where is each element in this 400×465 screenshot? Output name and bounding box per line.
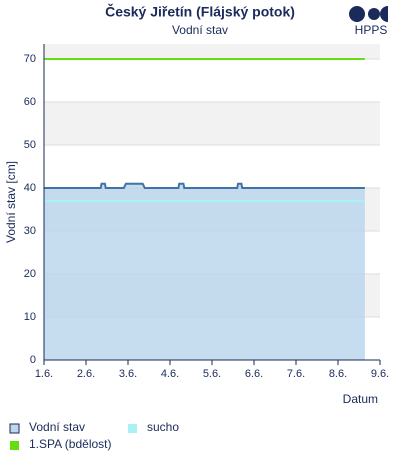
y-tick-label: 30 [24,225,36,237]
legend-swatch [9,423,20,434]
line [44,182,365,190]
band [44,44,380,60]
x-tick-label: 2.6. [77,368,95,380]
x-tick-label: 5.6. [203,368,221,380]
legend-swatch [10,441,19,450]
y-axis-label: Vodní stav [cm] [4,161,18,243]
legend-swatch [128,424,137,433]
y-tick-label: 20 [24,268,36,280]
area [44,183,365,360]
y-tick-label: 50 [24,139,36,151]
y-tick-label: 40 [24,182,36,194]
y-tick-label: 70 [24,53,36,65]
x-tick-label: 4.6. [161,368,179,380]
y-tick-label: 0 [30,354,36,366]
y-tick-label: 60 [24,96,36,108]
legend-label: sucho [147,420,179,434]
x-tick-label: 8.6. [329,368,347,380]
legend-label: 1.SPA (bdělost) [29,437,112,451]
band [44,102,380,146]
logo: HPPS [349,6,388,37]
x-tick-label: 9.6. [371,368,389,380]
x-tick-label: 6.6. [245,368,263,380]
x-axis-label: Datum [343,392,378,406]
legend-label: Vodní stav [29,420,85,434]
chart-title: Český Jiřetín (Flájský potok) [105,3,295,20]
logo-text: HPPS [355,23,388,37]
x-tick-label: 7.6. [287,368,305,380]
y-tick-label: 10 [24,311,36,323]
x-tick-label: 1.6. [35,368,53,380]
chart-subtitle: Vodní stav [172,23,228,37]
x-tick-label: 3.6. [119,368,137,380]
